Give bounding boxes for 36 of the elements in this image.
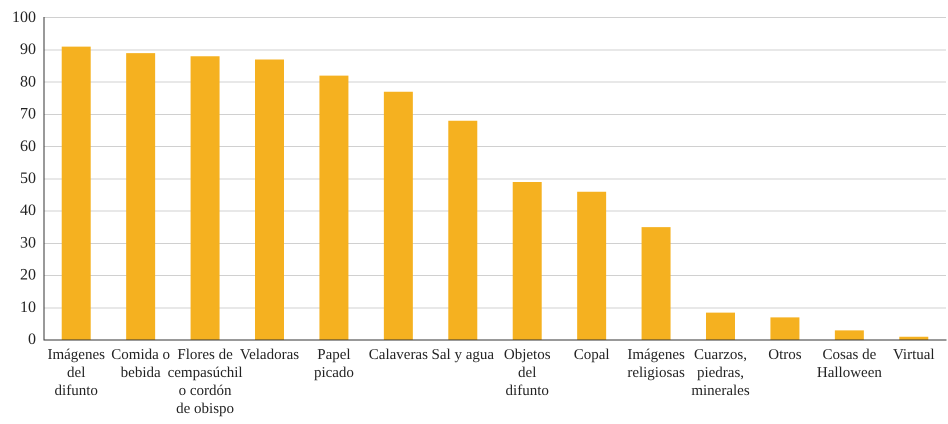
y-tick-label: 0 [28, 331, 36, 348]
bar [190, 56, 220, 340]
bar [642, 227, 671, 340]
y-tick-label: 20 [20, 266, 36, 284]
x-tick-label: Imágenes religiosas [627, 346, 685, 381]
bar [448, 120, 478, 340]
bar [384, 92, 413, 340]
y-tick-label: 50 [20, 170, 36, 188]
x-tick-label: Copal [574, 346, 610, 363]
y-tick-label: 80 [20, 73, 36, 90]
x-tick-label: Virtual [892, 346, 935, 363]
bar [770, 317, 800, 340]
x-tick-label: Cosas de Halloween [816, 346, 882, 381]
bar [319, 76, 348, 340]
bar [706, 312, 735, 340]
bar [512, 182, 542, 340]
y-tick-label: 10 [20, 298, 36, 316]
x-tick-label: Cuarzos, piedras, minerales [691, 346, 750, 399]
bar [126, 53, 156, 340]
x-tick-label: Otros [768, 346, 802, 363]
y-tick-label: 60 [20, 138, 36, 155]
x-tick-label: Objetos del difunto [504, 346, 551, 399]
y-tick-label: 100 [12, 8, 36, 26]
bar [577, 192, 606, 340]
bar [62, 46, 91, 340]
bar [834, 330, 864, 340]
y-tick-label: 40 [20, 202, 36, 220]
y-tick-label: 70 [20, 106, 36, 123]
y-tick-label: 90 [20, 41, 36, 58]
y-tick-label: 30 [20, 234, 36, 252]
bar [899, 336, 928, 340]
x-tick-label: Calaveras [368, 346, 428, 363]
x-tick-label: Papel picado [314, 346, 354, 381]
x-tick-label: Sal y agua [432, 346, 494, 363]
x-tick-label: Imágenes del difunto [47, 346, 106, 399]
bar [255, 60, 284, 340]
